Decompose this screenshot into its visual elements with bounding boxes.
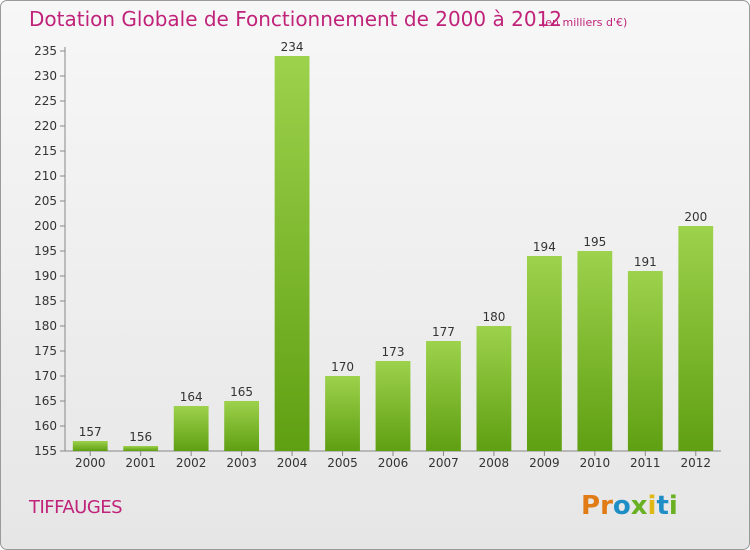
bar <box>274 56 310 451</box>
y-tick-label: 160 <box>34 419 57 433</box>
bar-value-label: 157 <box>79 425 102 439</box>
bar <box>72 441 108 451</box>
bar <box>577 251 613 451</box>
x-tick-label: 2008 <box>479 456 510 470</box>
logo-letter: i <box>668 491 678 521</box>
logo-letter: t <box>656 491 669 521</box>
bar-value-label: 170 <box>331 360 354 374</box>
y-tick-label: 215 <box>34 144 57 158</box>
x-tick-label: 2010 <box>580 456 611 470</box>
logo-letter: P <box>581 491 601 521</box>
bar-value-label: 156 <box>129 430 152 444</box>
y-tick-label: 195 <box>34 244 57 258</box>
bar-value-label: 200 <box>684 210 707 224</box>
x-tick-label: 2012 <box>680 456 711 470</box>
bar <box>325 376 360 451</box>
bar-value-label: 234 <box>281 40 304 54</box>
y-tick-label: 220 <box>34 119 57 133</box>
x-tick-label: 2003 <box>226 456 257 470</box>
chart-subtitle: (en milliers d'€) <box>541 16 628 29</box>
bar-value-label: 164 <box>180 390 203 404</box>
bar-value-label: 180 <box>482 310 505 324</box>
x-tick-label: 2011 <box>630 456 661 470</box>
logo-letter: o <box>612 491 631 521</box>
bar <box>476 326 512 451</box>
bar-value-label: 194 <box>533 240 556 254</box>
y-tick-label: 230 <box>34 69 57 83</box>
proxiti-logo: Proxiti <box>581 491 678 521</box>
x-tick-label: 2005 <box>327 456 358 470</box>
y-tick-label: 190 <box>34 269 57 283</box>
bar <box>627 271 663 451</box>
x-tick-label: 2009 <box>529 456 560 470</box>
bar-value-label: 195 <box>583 235 606 249</box>
bar-value-label: 177 <box>432 325 455 339</box>
y-tick-label: 235 <box>34 44 57 58</box>
bar <box>375 361 411 451</box>
x-tick-label: 2001 <box>125 456 156 470</box>
bar-value-label: 165 <box>230 385 253 399</box>
chart-title: Dotation Globale de Fonctionnement de 20… <box>29 7 562 31</box>
logo-letter: x <box>630 491 648 521</box>
city-name: TIFFAUGES <box>29 497 123 518</box>
y-tick-label: 185 <box>34 294 57 308</box>
y-tick-label: 165 <box>34 394 57 408</box>
y-tick-label: 225 <box>34 94 57 108</box>
x-tick-label: 2000 <box>75 456 106 470</box>
x-tick-label: 2006 <box>378 456 409 470</box>
y-tick-label: 180 <box>34 319 57 333</box>
y-tick-label: 210 <box>34 169 57 183</box>
x-tick-label: 2004 <box>277 456 308 470</box>
x-tick-label: 2007 <box>428 456 459 470</box>
bar <box>123 446 159 451</box>
bar-value-label: 191 <box>634 255 657 269</box>
x-tick-label: 2002 <box>176 456 207 470</box>
logo-letter: i <box>647 491 657 521</box>
y-tick-label: 170 <box>34 369 57 383</box>
y-tick-label: 155 <box>34 444 57 458</box>
bar-value-label: 173 <box>382 345 405 359</box>
bar <box>224 401 260 451</box>
y-tick-label: 175 <box>34 344 57 358</box>
bar <box>526 256 562 451</box>
bar <box>426 341 461 451</box>
y-tick-label: 205 <box>34 194 57 208</box>
bar <box>173 406 209 451</box>
logo-letter: r <box>600 491 613 521</box>
y-tick-label: 200 <box>34 219 57 233</box>
bar <box>678 226 714 451</box>
